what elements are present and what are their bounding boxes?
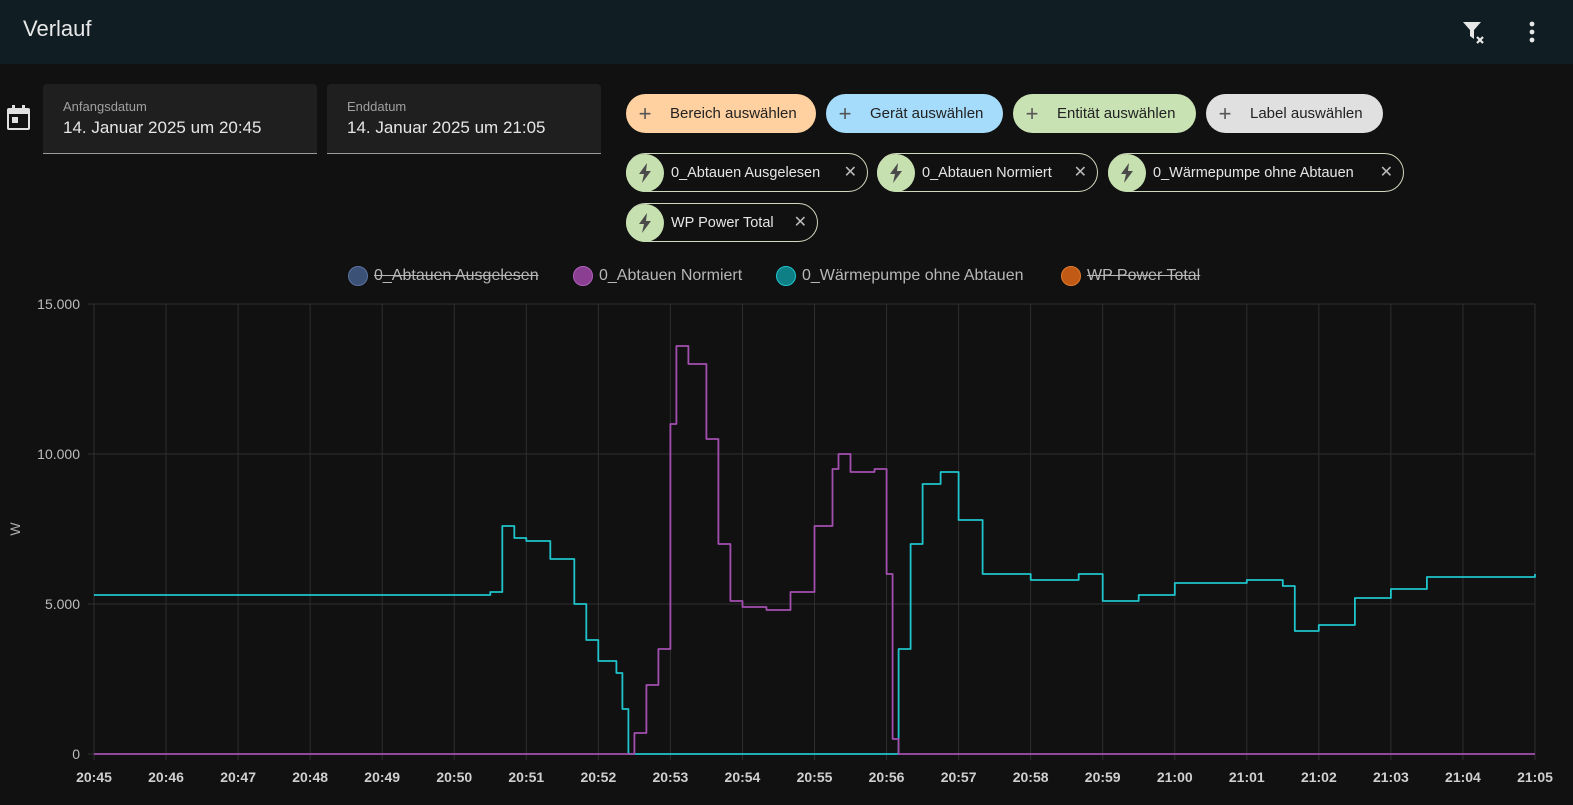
x-tick-label: 20:57 <box>941 769 977 785</box>
x-tick-label: 20:46 <box>148 769 184 785</box>
entity-chip-label: 0_Wärmepumpe ohne Abtauen <box>1153 164 1354 181</box>
legend-label: WP Power Total <box>1087 267 1201 284</box>
legend-label: 0_Wärmepumpe ohne Abtauen <box>802 267 1024 284</box>
close-icon[interactable]: ✕ <box>1073 164 1087 181</box>
legend-label: 0_Abtauen Ausgelesen <box>374 267 539 284</box>
x-tick-label: 21:05 <box>1517 769 1553 785</box>
start-date-value: 14. Januar 2025 um 20:45 <box>63 118 262 137</box>
end-date-value: 14. Januar 2025 um 21:05 <box>347 118 546 137</box>
legend-label: 0_Abtauen Normiert <box>599 267 743 284</box>
x-tick-label: 20:55 <box>797 769 833 785</box>
top-app-bar: Verlauf <box>0 0 1573 64</box>
page-title: Verlauf <box>23 16 92 41</box>
entity-chip[interactable]: 0_Abtauen Ausgelesen ✕ <box>626 153 868 192</box>
start-date-label: Anfangsdatum <box>63 99 147 114</box>
plus-icon: + <box>838 100 852 126</box>
x-tick-label: 21:00 <box>1157 769 1193 785</box>
legend-swatch <box>348 266 368 286</box>
series-line <box>94 471 1536 755</box>
entity-chip-label: 0_Abtauen Ausgelesen <box>671 164 821 181</box>
x-tick-label: 20:58 <box>1013 769 1049 785</box>
end-date-field[interactable]: Enddatum 14. Januar 2025 um 21:05 <box>327 84 601 154</box>
x-tick-label: 21:02 <box>1301 769 1337 785</box>
x-tick-label: 20:53 <box>652 769 688 785</box>
plus-icon: + <box>1218 100 1232 126</box>
entity-chip[interactable]: 0_Abtauen Normiert ✕ <box>877 153 1098 192</box>
device-picker-label: Gerät auswählen <box>870 105 984 122</box>
close-icon[interactable]: ✕ <box>793 214 807 231</box>
filter-remove-button[interactable] <box>1453 12 1493 52</box>
calendar-icon[interactable] <box>6 104 32 132</box>
label-picker-label: Label auswählen <box>1250 105 1363 122</box>
flash-icon <box>877 153 915 192</box>
plus-icon: + <box>1025 100 1039 126</box>
legend-swatch <box>1061 266 1081 286</box>
x-tick-label: 21:01 <box>1229 769 1265 785</box>
flash-icon <box>1108 153 1146 192</box>
x-tick-label: 20:50 <box>436 769 472 785</box>
history-chart[interactable]: 20:45 20:46 20:47 20:48 20:49 20:50 20:51 20:52… <box>0 290 1573 805</box>
x-tick-label: 20:52 <box>580 769 616 785</box>
filter-remove-icon <box>1463 22 1484 44</box>
entity-chip-label: WP Power Total <box>671 214 774 231</box>
area-picker-label: Bereich auswählen <box>670 105 797 122</box>
x-tick-label: 20:54 <box>725 769 761 785</box>
plus-icon: + <box>638 100 652 126</box>
x-tick-label: 20:47 <box>220 769 256 785</box>
y-tick-label: 0 <box>72 746 80 762</box>
end-date-label: Enddatum <box>347 99 407 114</box>
legend-item[interactable]: 0_Abtauen Ausgelesen <box>348 265 539 287</box>
area-picker-button[interactable]: + Bereich auswählen <box>626 94 816 133</box>
y-axis-label: W <box>7 522 23 536</box>
x-tick-label: 20:59 <box>1085 769 1121 785</box>
entity-picker-label: Entität auswählen <box>1057 105 1176 122</box>
flash-icon <box>626 203 664 242</box>
entity-picker-button[interactable]: + Entität auswählen <box>1013 94 1196 133</box>
entity-chip-label: 0_Abtauen Normiert <box>922 164 1052 181</box>
flash-icon <box>626 153 664 192</box>
close-icon[interactable]: ✕ <box>843 164 857 181</box>
x-tick-label: 21:04 <box>1445 769 1481 785</box>
close-icon[interactable]: ✕ <box>1379 164 1393 181</box>
entity-chip[interactable]: 0_Wärmepumpe ohne Abtauen ✕ <box>1108 153 1404 192</box>
legend-item[interactable]: 0_Abtauen Normiert <box>573 265 742 287</box>
label-picker-button[interactable]: + Label auswählen <box>1206 94 1383 133</box>
legend-swatch <box>573 266 593 286</box>
y-tick-label: 10.000 <box>37 446 80 462</box>
x-tick-label: 20:48 <box>292 769 328 785</box>
x-tick-label: 20:49 <box>364 769 400 785</box>
legend-item[interactable]: WP Power Total <box>1061 265 1200 287</box>
legend-swatch <box>776 266 796 286</box>
entity-chip[interactable]: WP Power Total ✕ <box>626 203 818 242</box>
start-date-field[interactable]: Anfangsdatum 14. Januar 2025 um 20:45 <box>43 84 317 154</box>
x-tick-label: 20:45 <box>76 769 112 785</box>
dots-vertical-icon <box>1529 21 1535 43</box>
x-tick-label: 20:51 <box>508 769 544 785</box>
y-tick-label: 5.000 <box>45 596 80 612</box>
series-line <box>94 345 1535 755</box>
legend-item[interactable]: 0_Wärmepumpe ohne Abtauen <box>776 265 1023 287</box>
more-menu-button[interactable] <box>1512 12 1552 52</box>
x-tick-label: 20:56 <box>869 769 905 785</box>
y-tick-label: 15.000 <box>37 296 80 312</box>
device-picker-button[interactable]: + Gerät auswählen <box>826 94 1003 133</box>
x-tick-label: 21:03 <box>1373 769 1409 785</box>
